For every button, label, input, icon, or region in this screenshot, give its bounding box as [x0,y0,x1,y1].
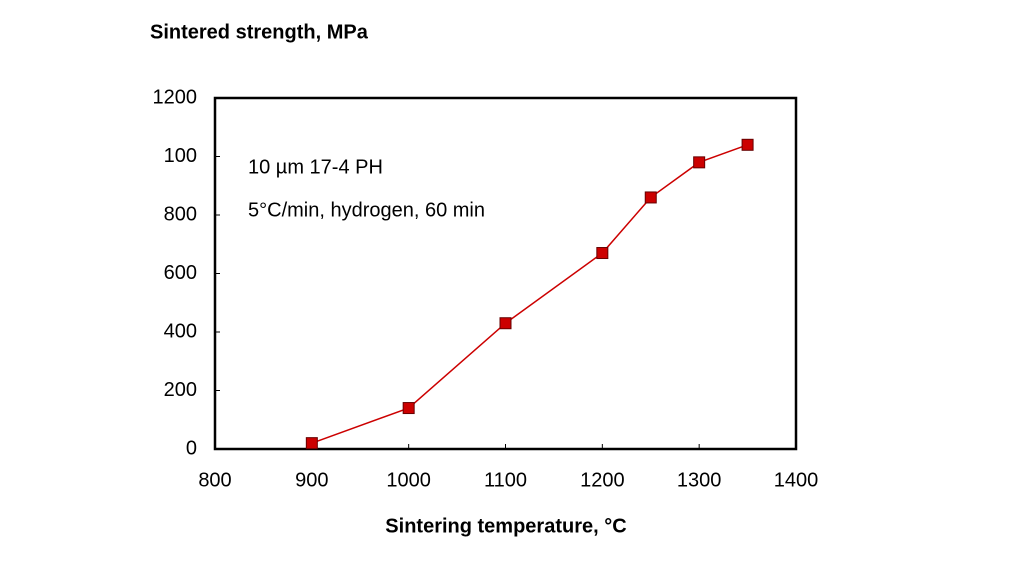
y-tick-label: 600 [164,262,197,284]
data-point [305,437,318,450]
x-tick-label: 1400 [774,469,819,491]
x-tick-label: 900 [295,469,328,491]
x-tick-label: 1000 [386,469,431,491]
annotation: 5°C/min, hydrogen, 60 min [248,199,485,221]
x-axis-label: Sintering temperature, °C [385,515,626,537]
y-tick-label: 200 [164,379,197,401]
y-tick-label: 0 [186,437,197,459]
y-tick-label: 1200 [153,86,198,108]
x-tick-label: 1100 [484,469,527,491]
annotation: 10 µm 17-4 PH [248,156,383,178]
y-tick-label: 400 [164,320,197,342]
y-tick-label: 800 [164,203,197,225]
x-tick-label: 800 [198,469,231,491]
data-point [596,247,609,260]
x-tick-label: 1300 [677,469,722,491]
y-axis-label: Sintered strength, MPa [150,21,369,43]
y-tick-label: 100 [164,145,197,167]
data-point [741,138,754,151]
data-point [693,156,706,169]
data-point [644,191,657,204]
data-point [499,317,512,330]
x-tick-label: 1200 [580,469,625,491]
data-point [402,402,415,415]
